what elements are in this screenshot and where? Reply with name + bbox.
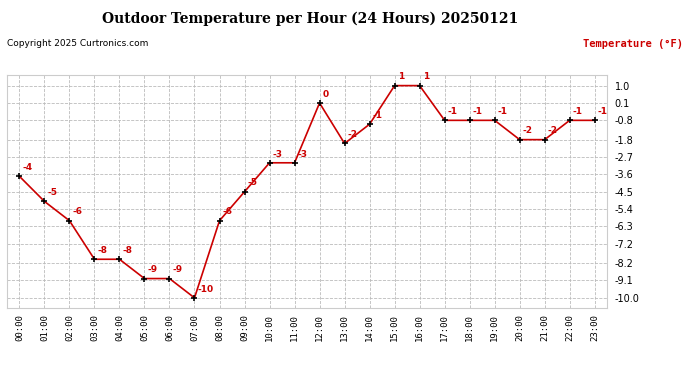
- Text: -9: -9: [148, 266, 157, 274]
- Text: 0: 0: [322, 90, 328, 99]
- Text: -6: -6: [222, 207, 233, 216]
- Text: -3: -3: [297, 150, 308, 159]
- Text: -1: -1: [598, 107, 608, 116]
- Text: -5: -5: [248, 178, 257, 188]
- Text: -5: -5: [48, 188, 57, 197]
- Text: -2: -2: [548, 126, 558, 135]
- Text: Copyright 2025 Curtronics.com: Copyright 2025 Curtronics.com: [7, 39, 148, 48]
- Text: -3: -3: [273, 150, 282, 159]
- Text: 1: 1: [397, 72, 404, 81]
- Text: -8: -8: [122, 246, 132, 255]
- Text: -1: -1: [373, 111, 382, 120]
- Text: -1: -1: [448, 107, 457, 116]
- Text: -2: -2: [348, 130, 357, 139]
- Text: 1: 1: [422, 72, 429, 81]
- Text: -8: -8: [97, 246, 108, 255]
- Text: -1: -1: [473, 107, 482, 116]
- Text: -2: -2: [522, 126, 533, 135]
- Text: -1: -1: [497, 107, 508, 116]
- Text: -1: -1: [573, 107, 582, 116]
- Text: Outdoor Temperature per Hour (24 Hours) 20250121: Outdoor Temperature per Hour (24 Hours) …: [102, 11, 519, 26]
- Text: Temperature (°F): Temperature (°F): [583, 39, 683, 50]
- Text: -10: -10: [197, 285, 214, 294]
- Text: -9: -9: [172, 266, 183, 274]
- Text: -4: -4: [22, 163, 32, 172]
- Text: -6: -6: [72, 207, 82, 216]
